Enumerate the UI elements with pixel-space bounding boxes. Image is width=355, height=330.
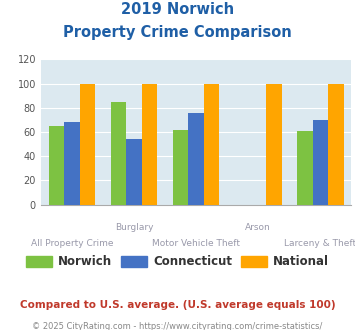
- Bar: [328, 83, 344, 205]
- Text: Motor Vehicle Theft: Motor Vehicle Theft: [152, 239, 240, 248]
- Text: All Property Crime: All Property Crime: [31, 239, 113, 248]
- Text: Arson: Arson: [245, 223, 271, 232]
- Bar: [126, 139, 142, 205]
- Bar: [297, 131, 313, 205]
- Text: Property Crime Comparison: Property Crime Comparison: [63, 25, 292, 40]
- Bar: [189, 113, 204, 205]
- Bar: [204, 83, 219, 205]
- Bar: [80, 83, 95, 205]
- Text: Larceny & Theft: Larceny & Theft: [284, 239, 355, 248]
- Bar: [111, 102, 126, 205]
- Bar: [49, 126, 64, 205]
- Bar: [313, 120, 328, 205]
- Bar: [142, 83, 157, 205]
- Bar: [266, 83, 282, 205]
- Legend: Norwich, Connecticut, National: Norwich, Connecticut, National: [21, 250, 334, 273]
- Text: Compared to U.S. average. (U.S. average equals 100): Compared to U.S. average. (U.S. average …: [20, 300, 335, 310]
- Text: © 2025 CityRating.com - https://www.cityrating.com/crime-statistics/: © 2025 CityRating.com - https://www.city…: [32, 322, 323, 330]
- Text: Burglary: Burglary: [115, 223, 153, 232]
- Bar: [173, 130, 189, 205]
- Bar: [64, 122, 80, 205]
- Text: 2019 Norwich: 2019 Norwich: [121, 2, 234, 16]
